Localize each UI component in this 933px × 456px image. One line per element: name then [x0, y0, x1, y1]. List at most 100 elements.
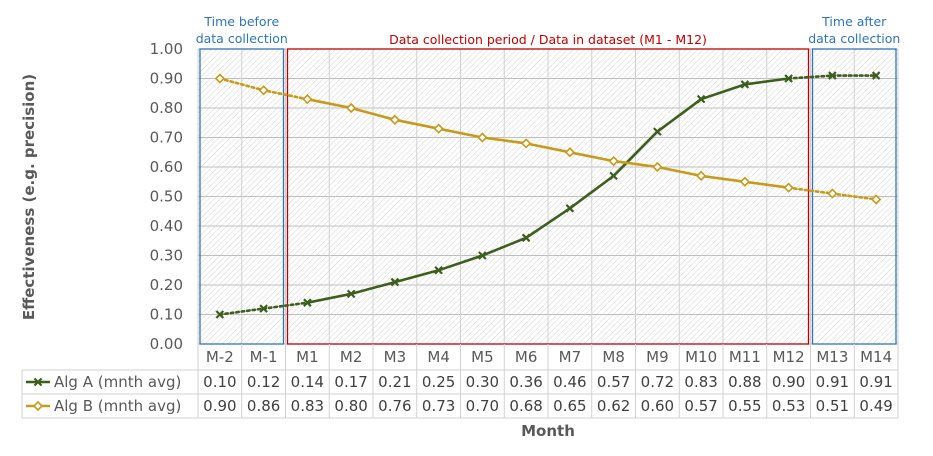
- data-point-marker-x: [346, 289, 356, 299]
- table-cell-value: 0.73: [422, 397, 455, 415]
- x-tick-label: M8: [602, 348, 625, 366]
- y-axis-title: Effectiveness (e.g. precision): [20, 74, 38, 320]
- legend-key-marker-diamond: [32, 400, 44, 412]
- series-line-collection: [306, 97, 790, 189]
- table-cell-value: 0.12: [247, 373, 280, 391]
- table-cell-value: 0.68: [509, 397, 542, 415]
- y-tick-label: 0.30: [150, 247, 183, 265]
- table-cell-value: 0.55: [728, 397, 761, 415]
- x-axis-title: Month: [521, 422, 575, 440]
- x-tick-label: M4: [427, 348, 450, 366]
- data-point-marker-x: [259, 304, 268, 313]
- y-tick-label: 0.10: [150, 306, 183, 324]
- x-tick-label: M11: [729, 348, 761, 366]
- data-point-marker-diamond: [564, 147, 576, 158]
- table-cell-value: 0.76: [378, 397, 411, 415]
- y-tick-label: 0.70: [150, 129, 183, 147]
- data-point-marker-diamond: [739, 176, 751, 187]
- table-cell-value: 0.90: [772, 373, 805, 391]
- table-cell-value: 0.83: [291, 397, 324, 415]
- y-tick-label: 0.40: [150, 217, 183, 235]
- data-point-marker-x: [784, 74, 793, 83]
- data-point-marker-diamond: [258, 85, 269, 96]
- x-tick-label: M3: [384, 348, 407, 366]
- region-label: Data collection period / Data in dataset…: [389, 32, 707, 47]
- data-point-marker-diamond: [433, 123, 444, 134]
- y-tick-label: 0.60: [150, 158, 183, 176]
- table-cell-value: 0.17: [334, 373, 367, 391]
- legend-key-marker-x: [33, 377, 43, 387]
- x-tick-label: M9: [646, 348, 669, 366]
- y-tick-label: 0.90: [150, 70, 183, 88]
- table-cell-value: 0.57: [597, 373, 630, 391]
- table-cell-value: 0.57: [684, 397, 717, 415]
- table-cell-value: 0.10: [203, 373, 236, 391]
- data-point-marker-diamond: [520, 138, 532, 149]
- data-point-marker-x: [434, 265, 443, 275]
- table-cell-value: 0.14: [291, 373, 324, 391]
- data-point-marker-diamond: [214, 73, 226, 84]
- table-cell-value: 0.91: [816, 373, 849, 391]
- data-point-marker-x: [653, 127, 662, 136]
- table-cell-value: 0.90: [203, 397, 236, 415]
- table-cell-value: 0.72: [641, 373, 674, 391]
- data-point-marker-diamond: [302, 94, 313, 105]
- y-tick-label: 0.50: [150, 188, 183, 206]
- data-point-marker-diamond: [783, 182, 794, 193]
- table-cell-value: 0.25: [422, 373, 455, 391]
- x-tick-label: M14: [860, 348, 892, 366]
- x-tick-label: M6: [515, 348, 538, 366]
- region-label: Time before: [203, 14, 279, 29]
- region-label: data collection: [196, 31, 288, 46]
- y-tick-label: 0.20: [150, 276, 183, 294]
- data-point-marker-diamond: [345, 102, 357, 114]
- x-tick-label: M-1: [250, 348, 278, 366]
- legend-series-name: Alg A (mnth avg): [54, 373, 181, 391]
- table-cell-value: 0.60: [641, 397, 674, 415]
- legend-series-name: Alg B (mnth avg): [54, 397, 181, 415]
- table-cell-value: 0.46: [553, 373, 586, 391]
- data-point-marker-x: [871, 71, 881, 80]
- data-point-marker-diamond: [870, 194, 882, 205]
- data-point-marker-diamond: [827, 188, 838, 199]
- table-cell-value: 0.65: [553, 397, 586, 415]
- table-cell-value: 0.88: [728, 373, 761, 391]
- data-point-marker-x: [303, 298, 312, 307]
- table-cell-value: 0.80: [334, 397, 367, 415]
- data-point-marker-x: [609, 171, 618, 181]
- data-point-marker-diamond: [608, 155, 619, 167]
- table-cell-value: 0.70: [466, 397, 499, 415]
- data-point-marker-diamond: [477, 132, 488, 143]
- table-cell-value: 0.83: [684, 373, 717, 391]
- data-point-marker-diamond: [389, 114, 401, 125]
- data-point-marker-x: [740, 80, 750, 89]
- x-tick-label: M-2: [206, 348, 234, 366]
- table-cell-value: 0.62: [597, 397, 630, 415]
- data-point-marker-x: [478, 251, 487, 260]
- x-tick-label: M5: [471, 348, 494, 366]
- x-tick-label: M13: [816, 348, 848, 366]
- x-tick-label: M2: [340, 348, 363, 366]
- data-point-marker-x: [828, 71, 837, 80]
- x-tick-label: M1: [296, 348, 319, 366]
- y-tick-label: 1.00: [150, 40, 183, 58]
- y-tick-label: 0.80: [150, 99, 183, 117]
- table-cell-value: 0.49: [859, 397, 892, 415]
- region-label: data collection: [808, 31, 900, 46]
- series-line-collection: [306, 77, 790, 304]
- table-cell-value: 0.30: [466, 373, 499, 391]
- y-tick-label: 0.00: [150, 335, 183, 353]
- data-point-marker-x: [215, 310, 225, 319]
- data-point-marker-x: [565, 204, 575, 213]
- table-cell-value: 0.91: [859, 373, 892, 391]
- table-cell-value: 0.51: [816, 397, 849, 415]
- x-tick-label: M10: [685, 348, 717, 366]
- x-tick-label: M7: [559, 348, 582, 366]
- data-point-marker-x: [390, 277, 400, 287]
- region-label: Time after: [821, 14, 887, 29]
- table-cell-value: 0.53: [772, 397, 805, 415]
- x-tick-label: M12: [773, 348, 805, 366]
- table-cell-value: 0.21: [378, 373, 411, 391]
- data-point-marker-diamond: [695, 170, 707, 181]
